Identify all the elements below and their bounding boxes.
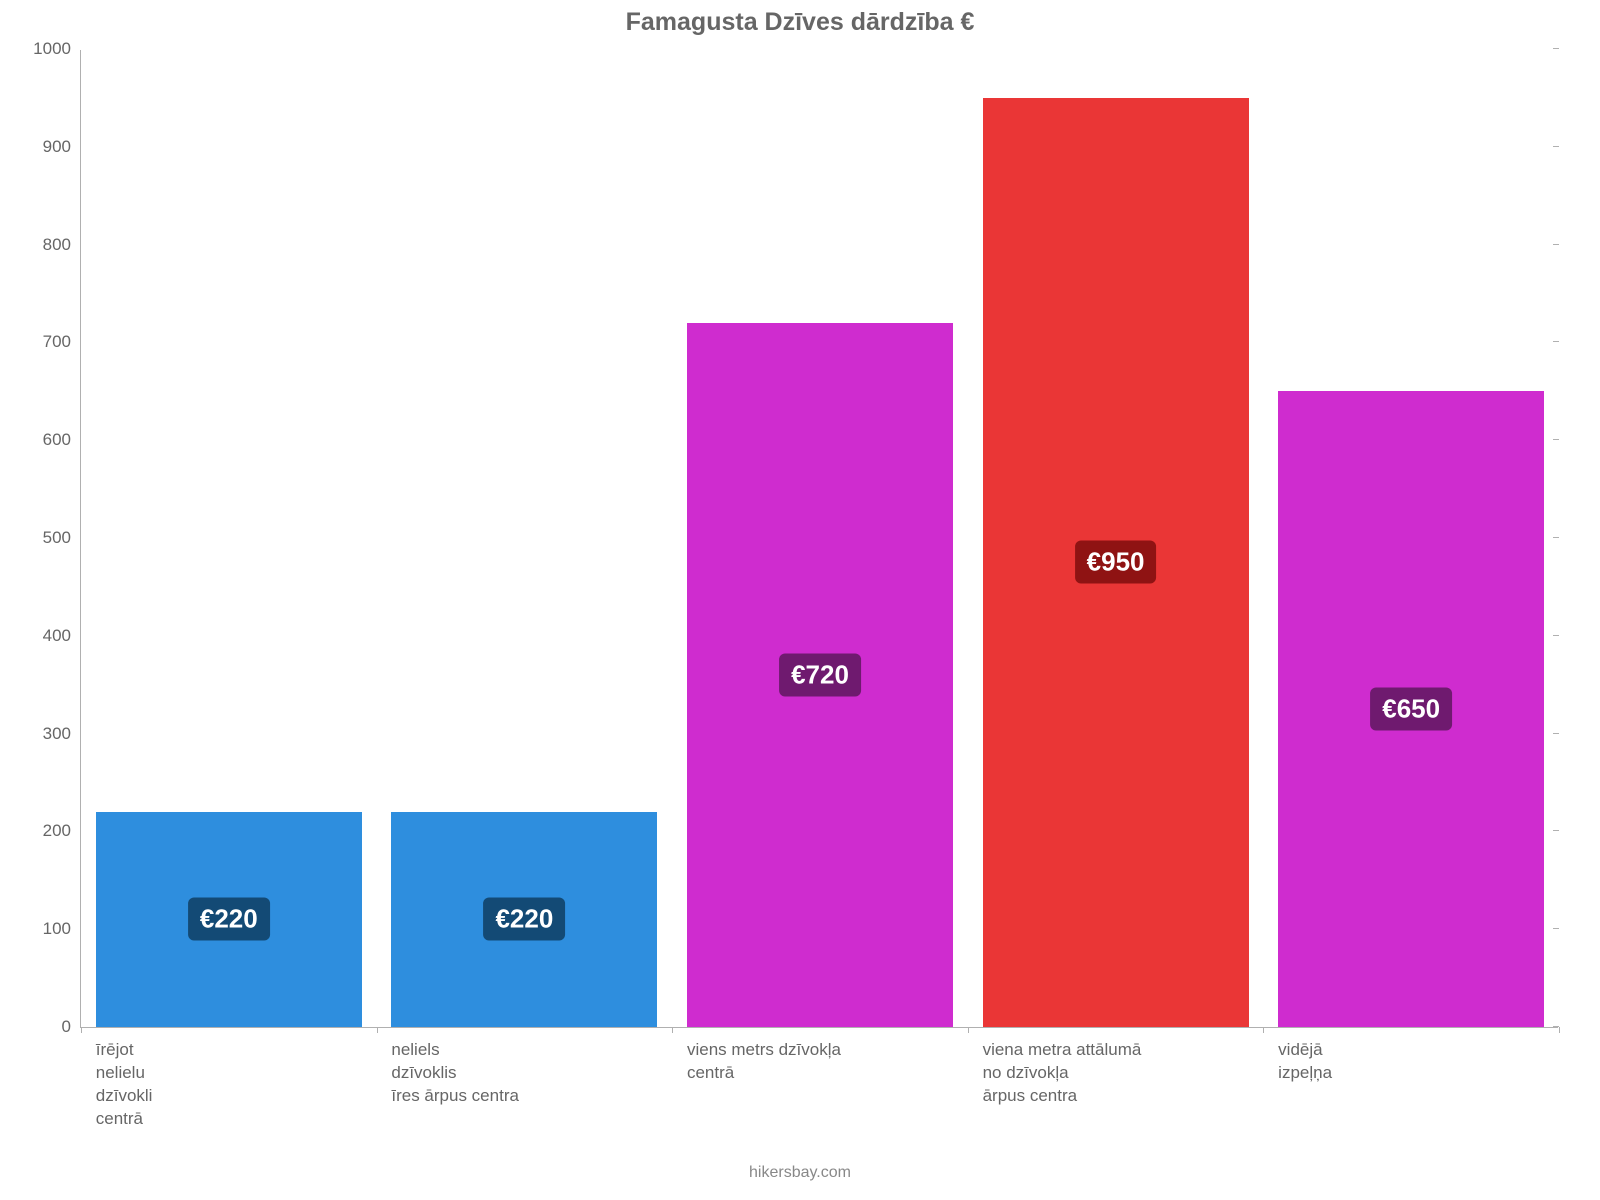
y-axis-tick-label: 700 [43, 332, 81, 352]
y-axis-tick-label: 200 [43, 821, 81, 841]
bar: €220 [96, 812, 362, 1027]
y-axis-tick-mark [1553, 439, 1559, 440]
x-axis-tick-mark [1559, 1027, 1560, 1033]
y-axis-tick-mark [1553, 48, 1559, 49]
x-axis-tick-label: neliels dzīvoklis īres ārpus centra [391, 1027, 657, 1108]
cost-of-living-chart: Famagusta Dzīves dārdzība € 010020030040… [0, 0, 1600, 1200]
y-axis-tick-label: 600 [43, 430, 81, 450]
y-axis-tick-mark [1553, 537, 1559, 538]
x-axis-tick-mark [377, 1027, 378, 1033]
y-axis-tick-label: 1000 [33, 39, 81, 59]
x-axis-tick-mark [1263, 1027, 1264, 1033]
y-axis-tick-label: 100 [43, 919, 81, 939]
attribution-text: hikersbay.com [0, 1164, 1600, 1182]
x-axis-tick-mark [968, 1027, 969, 1033]
bar: €720 [687, 323, 953, 1027]
y-axis-tick-label: 0 [62, 1017, 81, 1037]
y-axis-tick-label: 300 [43, 724, 81, 744]
y-axis-tick-mark [1553, 146, 1559, 147]
bar-value-badge: €220 [188, 898, 270, 941]
y-axis-tick-label: 500 [43, 528, 81, 548]
y-axis-tick-label: 800 [43, 235, 81, 255]
y-axis-tick-label: 900 [43, 137, 81, 157]
x-axis-tick-label: viens metrs dzīvokļa centrā [687, 1027, 953, 1085]
x-axis-tick-label: viena metra attālumā no dzīvokļa ārpus c… [983, 1027, 1249, 1108]
plot-area: 01002003004005006007008009001000€220īrēj… [80, 50, 1558, 1028]
y-axis-tick-mark [1553, 635, 1559, 636]
y-axis-tick-label: 400 [43, 626, 81, 646]
chart-title: Famagusta Dzīves dārdzība € [0, 8, 1600, 37]
bar-value-badge: €650 [1370, 688, 1452, 731]
bar-value-badge: €720 [779, 653, 861, 696]
y-axis-tick-mark [1553, 733, 1559, 734]
y-axis-tick-mark [1553, 341, 1559, 342]
bar: €220 [391, 812, 657, 1027]
x-axis-tick-mark [81, 1027, 82, 1033]
bar: €650 [1278, 391, 1544, 1027]
y-axis-tick-mark [1553, 244, 1559, 245]
bar-value-badge: €220 [483, 898, 565, 941]
x-axis-tick-mark [672, 1027, 673, 1033]
bar-value-badge: €950 [1075, 541, 1157, 584]
x-axis-tick-label: īrējot nelielu dzīvokli centrā [96, 1027, 362, 1131]
y-axis-tick-mark [1553, 928, 1559, 929]
x-axis-tick-label: vidējā izpeļņa [1278, 1027, 1544, 1085]
y-axis-tick-mark [1553, 830, 1559, 831]
bar: €950 [983, 98, 1249, 1027]
